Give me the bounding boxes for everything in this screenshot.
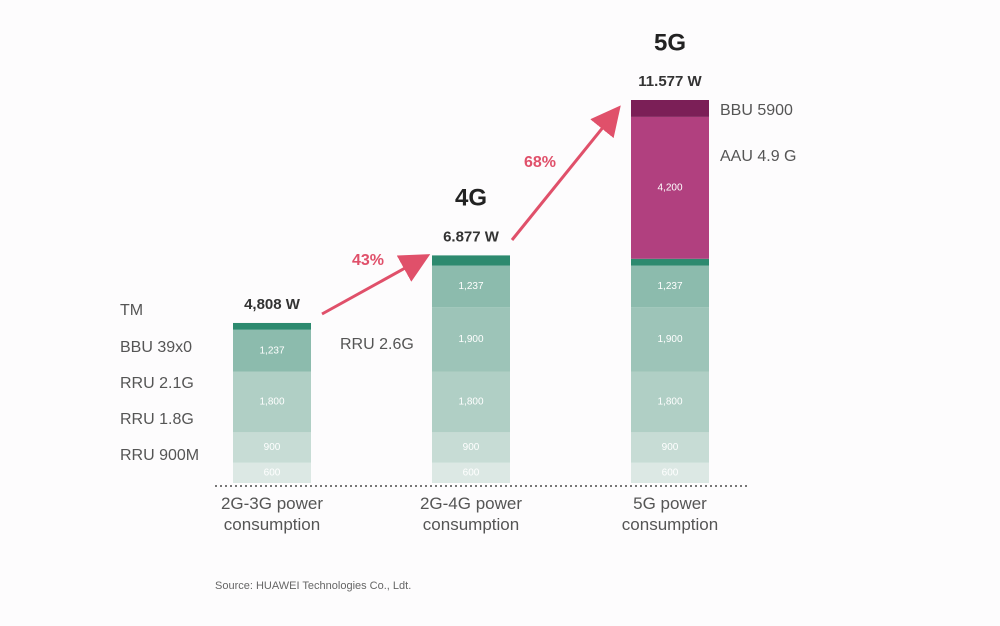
bar-segment [631,116,709,259]
bar-segment [432,432,510,463]
bar-segment [233,322,311,330]
value-label: 900 [662,442,679,453]
value-label: 4,200 [657,182,682,193]
x-tick-label: 5G power consumption [621,494,719,534]
value-label: 1,800 [458,397,483,408]
source: Source: HUAWEI Technologies Co., Ldt. [215,580,411,592]
total-label: 6.877 W [443,228,500,245]
x-tick-label: 2G-3G power consumption [220,494,324,534]
bar-segment [432,265,510,308]
total-label: 4,808 W [244,296,301,313]
legend-label: BBU 5900 [720,102,793,119]
value-label: 1,900 [458,334,483,345]
generation-label: 5G [654,29,686,56]
bar-segment [233,371,311,433]
bar-segment [631,462,709,483]
value-label: 1,237 [259,345,284,356]
legend-label: RRU 2.1G [120,375,194,392]
bar-segment [631,100,709,117]
legend-label: RRU 2.6G [340,336,414,353]
bar-segment [631,371,709,433]
value-label: 1,800 [259,397,284,408]
bar-segment [631,258,709,266]
arrow [321,254,431,316]
bar-segment [631,265,709,308]
bar-segment [233,462,311,483]
x-tick-label: 2G-4G power consumption [419,494,523,534]
value-label: 1,237 [657,281,682,292]
legend-label: AAU 4.9 G [720,148,796,165]
legend-label: RRU 900M [120,447,199,464]
value-label: 600 [264,468,281,479]
value-label: 600 [662,468,679,479]
bar-segment [233,329,311,372]
value-label: 1,237 [458,281,483,292]
bar-segment [432,462,510,483]
bar-segment [432,307,510,372]
bar-segment [233,432,311,463]
bar-segment [432,255,510,266]
value-label: 1,800 [657,397,682,408]
generation-label: 4G [455,185,487,212]
value-label: 900 [264,442,281,453]
growth-label: 68% [524,154,556,171]
bar-segment [631,432,709,463]
bar-segment [432,371,510,433]
growth-label: 43% [352,252,384,269]
value-label: 1,900 [657,334,682,345]
arrow [510,105,621,241]
legend-label: TM [120,302,143,319]
total-label: 11.577 W [638,73,702,90]
value-label: 600 [463,468,480,479]
legend-label: BBU 39x0 [120,339,192,356]
value-label: 900 [463,442,480,453]
bar-segment [631,307,709,372]
legend-label: RRU 1.8G [120,411,194,428]
